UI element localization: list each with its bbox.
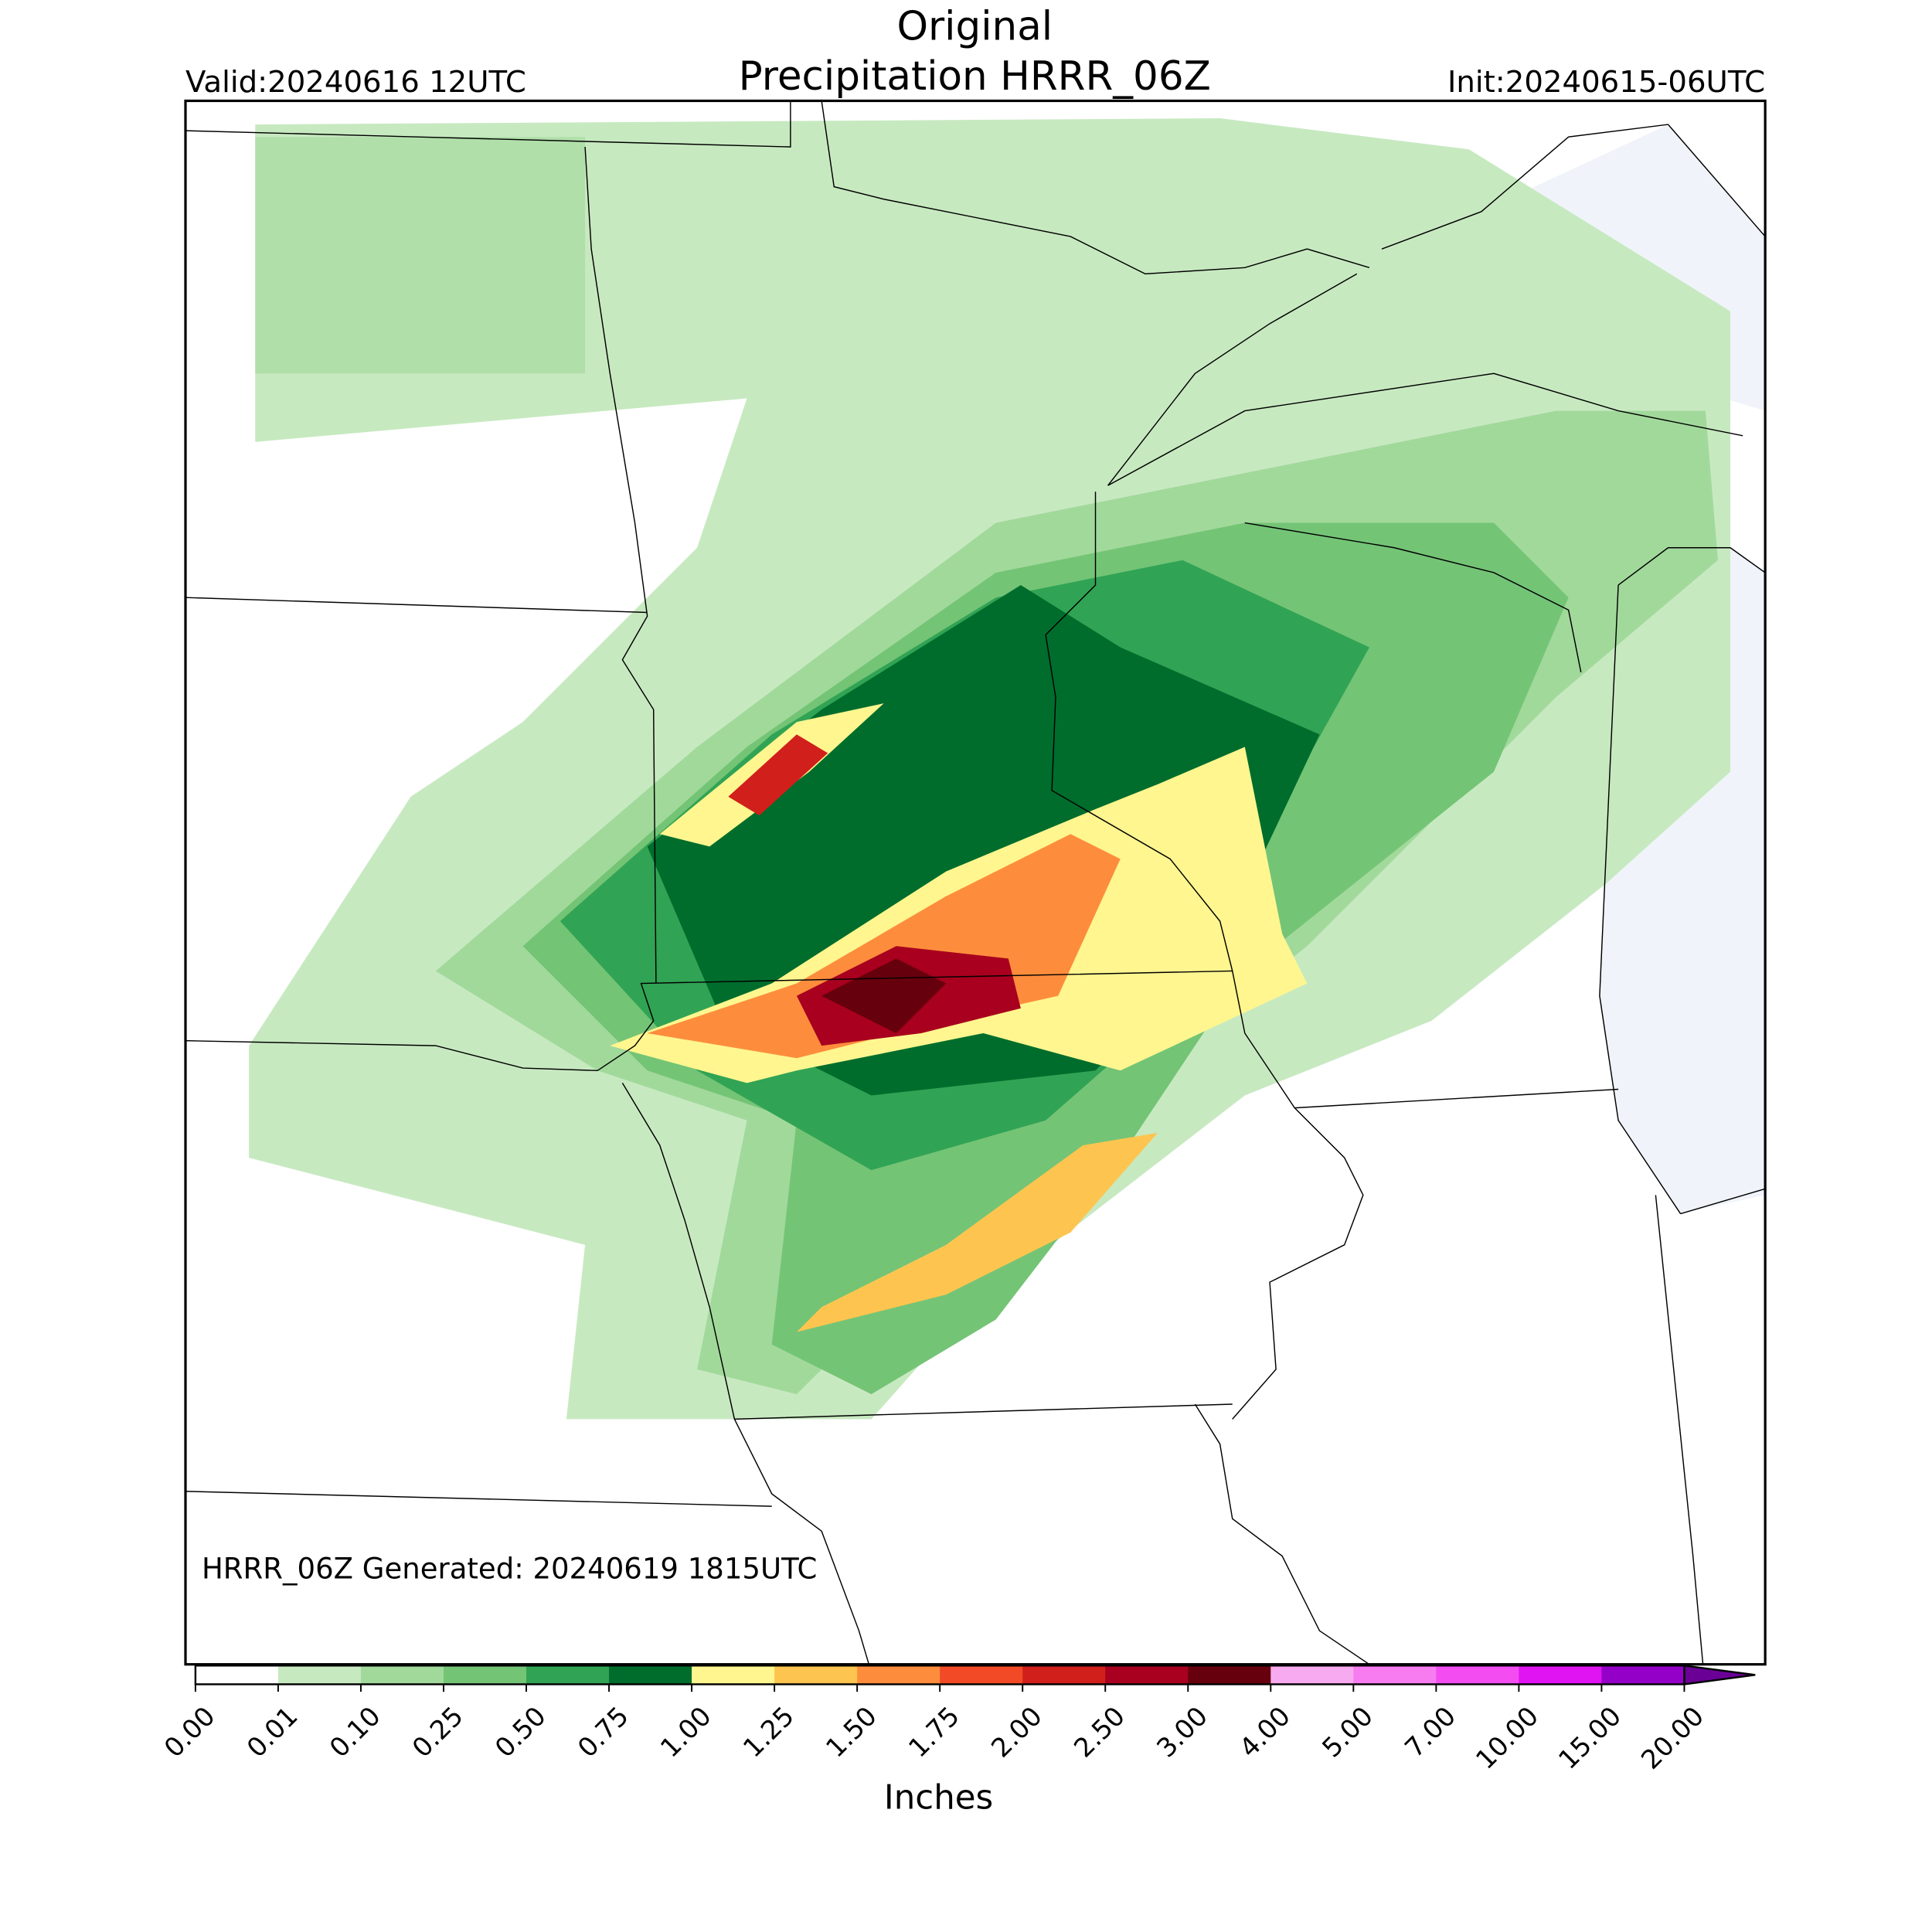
colorbar-segment bbox=[1105, 1665, 1189, 1685]
colorbar-tick-label: 15.00 bbox=[1553, 1701, 1627, 1775]
colorbar-tick-label: 0.50 bbox=[489, 1701, 552, 1764]
colorbar-tick-label: 0.00 bbox=[158, 1701, 221, 1764]
colorbar-segment bbox=[1270, 1665, 1355, 1685]
borders bbox=[185, 100, 1766, 1665]
colorbar-tick-label: 5.00 bbox=[1316, 1701, 1379, 1764]
colorbar-segment bbox=[1436, 1665, 1520, 1685]
colorbar-segment bbox=[774, 1665, 858, 1685]
colorbar-segment bbox=[940, 1665, 1024, 1685]
title: Precipitation HRRR_06Z bbox=[739, 53, 1211, 100]
colorbar-tick-label: 1.50 bbox=[820, 1701, 883, 1764]
colorbar-tick-label: 20.00 bbox=[1635, 1701, 1709, 1775]
colorbar-tick-label: 2.00 bbox=[985, 1701, 1048, 1764]
colorbar-tick-label: 1.75 bbox=[903, 1701, 965, 1764]
colorbar-segment bbox=[277, 1665, 362, 1685]
colorbar-segment bbox=[1519, 1665, 1603, 1685]
map: HRRR_06Z Generated: 20240619 1815UTC bbox=[184, 99, 1767, 1666]
init-time: Init:20240615-06UTC bbox=[1447, 65, 1765, 100]
colorbar-tick-label: 2.50 bbox=[1068, 1701, 1131, 1764]
colorbar-segment bbox=[443, 1665, 527, 1685]
colorbar-tick-label: 1.25 bbox=[737, 1701, 800, 1764]
colorbar-segment bbox=[360, 1665, 444, 1685]
footer-note: HRRR_06Z Generated: 20240619 1815UTC bbox=[202, 1553, 817, 1586]
valid-time: Valid:20240616 12UTC bbox=[185, 65, 526, 100]
colorbar-segment bbox=[857, 1665, 940, 1685]
title: Original bbox=[896, 4, 1053, 50]
colorbar-segment bbox=[1022, 1665, 1107, 1685]
colorbar-segment bbox=[692, 1665, 775, 1685]
colorbar-tick-label: 7.00 bbox=[1399, 1701, 1461, 1764]
colorbar-segment bbox=[609, 1665, 692, 1685]
precip-area bbox=[255, 137, 586, 374]
colorbar-label: Inches bbox=[884, 1779, 993, 1818]
colorbar-tick-label: 0.75 bbox=[572, 1701, 634, 1764]
colorbar-segment bbox=[1353, 1665, 1437, 1685]
colorbar: 0.00 0.01 0.10 0.25 0.50 0.75 1.00 1.25 1.50 1.75… bbox=[158, 1664, 1756, 1775]
colorbar-tick-label: 0.25 bbox=[406, 1701, 469, 1764]
colorbar-tick-label: 10.00 bbox=[1470, 1701, 1544, 1775]
colorbar-tick-label: 3.00 bbox=[1151, 1701, 1213, 1764]
colorbar-tick-label: 1.00 bbox=[655, 1701, 717, 1764]
colorbar-segment bbox=[526, 1665, 610, 1685]
colorbar-tick-label: 0.10 bbox=[324, 1701, 386, 1764]
colorbar-segment bbox=[195, 1665, 279, 1685]
colorbar-tick-label: 4.00 bbox=[1233, 1701, 1296, 1764]
colorbar-extend bbox=[1683, 1664, 1756, 1685]
colorbar-segment bbox=[1188, 1665, 1272, 1685]
precip-area bbox=[796, 1132, 1158, 1332]
colorbar-segment bbox=[1601, 1665, 1685, 1685]
map-frame bbox=[184, 99, 1767, 1666]
colorbar-tick-label: 0.01 bbox=[241, 1701, 304, 1764]
precip-area bbox=[728, 734, 828, 816]
